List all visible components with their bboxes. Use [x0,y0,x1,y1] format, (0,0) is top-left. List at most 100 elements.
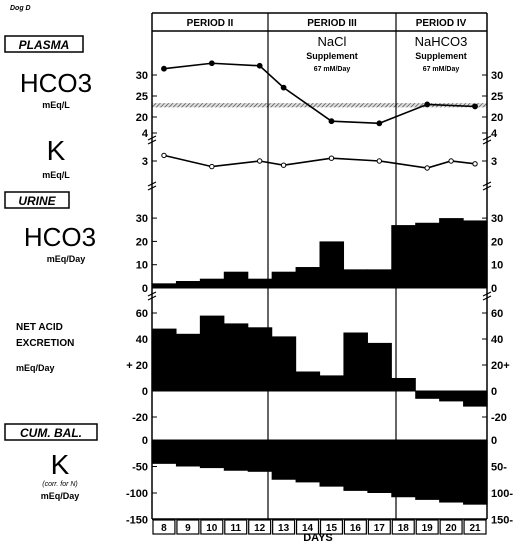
plasma-k-point-day-21 [472,161,478,167]
cumulative-balance-k-bar-day-21 [463,440,488,505]
net-acid-excretion-bar-day-17 [367,342,392,391]
day-box-10 [200,519,224,535]
plasma-hco3-point-day-17 [376,120,383,127]
plasma-k-point-day-10 [209,163,215,170]
net-acid-excretion-tick-label-right: 60 [491,308,503,320]
day-label-15: 15 [326,523,338,534]
plasma-k-point-day-13 [280,162,287,168]
plasma-hco3-tick-label-left: 30 [136,70,148,82]
net-acid-excretion-tick-label-right: 20+ [491,360,510,372]
plasma-k-tick-label-right: 4 [491,128,498,140]
urine-hco3-bar-day-20 [439,218,464,288]
axis-break-mark [482,135,492,145]
urine-hco3-tick-label-right: 0 [491,283,497,295]
cumulative-balance-k-bar-day-20 [439,440,464,503]
urine-hco3-bar-day-11 [223,271,249,288]
plasma-k-unit: mEq/L [42,170,70,180]
urine-hco3-bar-day-12 [247,278,273,288]
plasma-k-point-day-19 [424,165,430,171]
urine-hco3-bar-day-9 [175,281,201,288]
net-acid-excretion-bar-day-21 [463,391,488,407]
net-acid-excretion-tick-label-left: -20 [132,412,148,424]
plasma-hco3-tick-label-right: 20 [491,112,503,124]
urine-hco3-bar-day-8 [152,283,177,288]
net-acid-ylabel-line1: NET ACID [16,322,63,333]
urine-hco3-tick-label-left: 30 [136,213,148,225]
urine-hco3-bar-day-19 [415,222,440,288]
net-acid-excretion-bar-day-16 [343,332,368,391]
day-box-20 [439,519,463,535]
day-label-13: 13 [278,523,290,534]
cumulative-balance-k-bar-day-10 [199,440,225,469]
day-label-11: 11 [230,523,241,534]
plasma-hco3-line [163,62,476,125]
axis-break-mark [147,291,157,301]
cumulative-balance-k-tick-label-right: 100- [491,488,513,500]
period-3-dose: 67 mM/Day [314,66,351,73]
urine-hco3-bar-day-18 [391,225,416,288]
urine-hco3-tick-label-right: 10 [491,260,503,272]
cumulative-balance-k-tick-label-left: 0 [142,435,148,447]
axis-break-mark [482,291,492,301]
day-box-8 [152,519,176,535]
cumulative-balance-k-tick-label-left: -100 [126,488,148,500]
day-box-21 [463,519,487,535]
urine-section-label: URINE [18,194,56,208]
day-label-8: 8 [161,523,167,534]
cumulative-balance-k-tick-label-left: -150 [126,515,148,527]
cum-k-ylabel: K [51,449,70,480]
period-4-supplement: Supplement [415,51,467,61]
net-acid-excretion-bar-day-10 [199,315,225,391]
plasma-hco3-normal-band [152,103,487,108]
cumulative-balance-k-tick-label-right: 150- [491,515,513,527]
plasma-section-box [4,35,84,53]
plasma-hco3-point-day-8 [161,65,167,72]
day-label-9: 9 [185,523,191,534]
cumulative-balance-k-tick-label-right: 0 [491,435,497,447]
cumulative-balance-k-bar-day-15 [319,440,345,487]
day-box-13 [272,519,296,535]
plasma-k-tick-label-right: 3 [491,156,497,168]
cumulative-balance-k-bar-day-14 [295,440,321,483]
period-4-dose: 67 mM/Day [423,66,460,73]
cumulative-balance-k-tick-label-right: 50- [491,462,507,474]
plasma-hco3-point-day-15 [328,118,335,125]
net-acid-excretion-bar-day-18 [391,378,416,391]
cumulative-balance-k-bar-day-16 [343,440,368,491]
axis-break-mark [482,181,492,191]
day-box-12 [248,519,272,535]
axis-break-mark [147,135,157,145]
net-acid-excretion-tick-label-right: 0 [491,386,497,398]
cumulative-balance-k-bar-day-17 [367,440,392,493]
plasma-hco3-point-day-19 [424,101,431,108]
plasma-k-point-day-15 [328,155,335,161]
period-4-salt: NaHCO3 [415,34,468,49]
period-header-2: PERIOD II [187,18,234,29]
day-box-9 [176,519,200,535]
plasma-k-tick-label-left: 4 [142,128,149,140]
net-acid-excretion-bar-day-9 [175,333,201,391]
urine-hco3-bar-day-14 [295,267,321,288]
period-3-supplement: Supplement [306,51,358,61]
plasma-hco3-tick-label-right: 30 [491,70,503,82]
net-acid-excretion-tick-label-left: 0 [142,386,148,398]
urine-hco3-bar-day-16 [343,269,368,288]
plasma-section-label: PLASMA [19,38,70,52]
cumulative-balance-k-bar-day-11 [223,440,249,471]
plasma-hco3-point-day-12 [256,62,263,69]
cumulative-balance-k-bar-day-19 [415,440,440,500]
urine-hco3-bar-day-17 [367,269,392,288]
plasma-hco3-unit: mEq/L [42,100,70,110]
urine-hco3-tick-label-left: 20 [136,236,148,248]
net-acid-excretion-bar-day-8 [152,328,177,391]
plasma-hco3-tick-label-right: 25 [491,91,503,103]
cumulative-balance-k-bar-day-13 [271,440,297,480]
net-acid-excretion-tick-label-left: 40 [136,334,148,346]
day-label-18: 18 [398,523,410,534]
net-acid-unit: mEq/Day [16,363,55,373]
plasma-k-tick-label-left: 3 [142,156,148,168]
cumulative-balance-k-bar-day-9 [175,440,201,467]
day-box-19 [415,519,439,535]
urine-hco3-bar-day-13 [271,271,297,288]
